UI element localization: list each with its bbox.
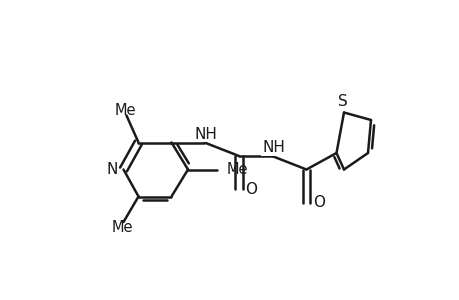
Text: Me: Me (111, 220, 133, 235)
Text: N: N (106, 162, 118, 177)
Text: NH: NH (262, 140, 284, 155)
Text: O: O (313, 195, 325, 210)
Text: NH: NH (194, 127, 217, 142)
Text: O: O (245, 182, 257, 196)
Text: S: S (337, 94, 347, 110)
Text: Me: Me (114, 103, 135, 118)
Text: Me: Me (226, 162, 248, 177)
